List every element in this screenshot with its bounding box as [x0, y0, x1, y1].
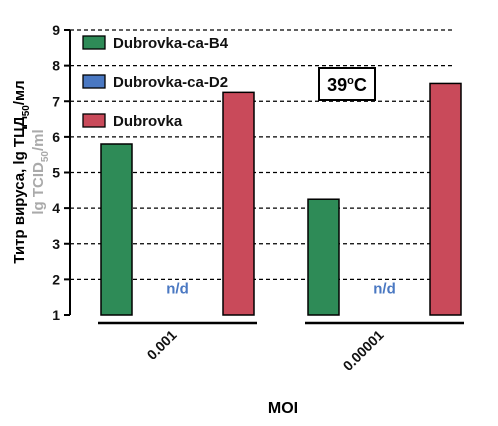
y-title-ru-main: Титр вируса, lg ТЦД	[11, 116, 28, 264]
y-title-ru-sub: 50	[21, 105, 32, 117]
x-category-label: 0.00001	[340, 327, 387, 374]
y-tick-label: 4	[52, 200, 60, 216]
legend-swatch	[82, 74, 106, 89]
y-ticks: 1 2 3 4 5 6 7 8 9	[52, 22, 70, 323]
bar	[307, 198, 340, 316]
y-tick-label: 2	[52, 271, 60, 287]
annotation-box	[318, 67, 376, 101]
y-tick-label: 3	[52, 236, 60, 252]
legend-swatch	[82, 35, 106, 50]
y-tick-label: 6	[52, 129, 60, 145]
x-axis-title: MOI	[268, 400, 298, 417]
legend: Dubrovka-ca-B4 Dubrovka-ca-D2 Dubrovka	[82, 35, 229, 130]
legend-label: Dubrovka-ca-B4	[113, 35, 229, 52]
y-title-en-unit: /ml	[30, 129, 47, 151]
y-axis-title-en: lg TCID50/ml	[30, 129, 51, 214]
y-tick-label: 5	[52, 165, 60, 181]
y-tick-label: 1	[52, 307, 60, 323]
bars: n/d n/d	[100, 82, 462, 316]
legend-label: Dubrovka-ca-D2	[113, 74, 228, 91]
y-title-en-sub: 50	[40, 151, 51, 163]
bar	[429, 82, 462, 316]
y-tick-label: 9	[52, 22, 60, 38]
legend-swatch	[82, 113, 106, 128]
x-category-label: 0.001	[144, 327, 180, 363]
y-axis-title: Титр вируса, lg ТЦД50/мл lg TCID50/ml	[11, 80, 51, 263]
y-tick-label: 8	[52, 58, 60, 74]
y-tick-label: 7	[52, 93, 60, 109]
bar	[100, 143, 133, 316]
y-title-ru-unit: /мл	[11, 80, 28, 105]
bar	[222, 91, 255, 316]
annotation-text: 39oC	[327, 75, 367, 95]
missing-value-label: n/d	[166, 281, 189, 298]
temperature-annotation: 39oC	[318, 67, 376, 101]
x-categories: 0.001 0.00001	[98, 321, 464, 374]
gridlines	[70, 29, 455, 281]
legend-label: Dubrovka	[113, 113, 183, 130]
annotation-main: 39	[327, 75, 347, 95]
annotation-unit: C	[354, 75, 367, 95]
y-axis-title-ru: Титр вируса, lg ТЦД50/мл	[11, 80, 32, 263]
y-title-en-main: lg TCID	[30, 162, 47, 215]
annotation-sup: o	[347, 75, 354, 87]
missing-value-label: n/d	[373, 281, 396, 298]
